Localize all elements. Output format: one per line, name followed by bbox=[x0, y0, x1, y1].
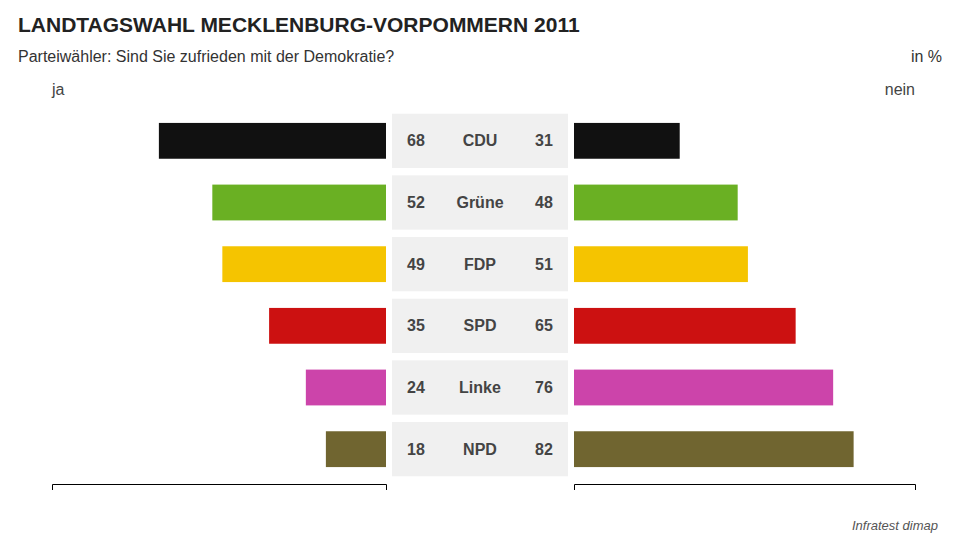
bar bbox=[222, 246, 386, 282]
row-background bbox=[392, 422, 568, 476]
data-label: 31 bbox=[535, 132, 553, 149]
category-label: CDU bbox=[463, 132, 498, 149]
center-column bbox=[392, 114, 568, 477]
x-axis-right bbox=[575, 485, 916, 491]
data-label: 82 bbox=[535, 441, 553, 458]
data-label: 51 bbox=[535, 256, 553, 273]
category-label: Linke bbox=[459, 379, 501, 396]
source: Infratest dimap bbox=[852, 518, 938, 533]
bar bbox=[269, 308, 386, 344]
data-label: 52 bbox=[407, 194, 425, 211]
labels: 68 52 49 35 24 18 31 48 51 65 76 82 CDU Grüne FDP SPD Li… bbox=[407, 132, 553, 457]
bar bbox=[159, 123, 386, 159]
bar bbox=[326, 431, 386, 467]
annotation: in % bbox=[911, 48, 942, 65]
subtitle: Parteiwähler: Sind Sie zufrieden mit der… bbox=[18, 48, 394, 65]
data-label: 48 bbox=[535, 194, 553, 211]
category-label: FDP bbox=[464, 256, 496, 273]
data-label: 49 bbox=[407, 256, 425, 273]
data-label: 65 bbox=[535, 317, 553, 334]
data-label: 24 bbox=[407, 379, 425, 396]
data-label: 35 bbox=[407, 317, 425, 334]
title: LANDTAGSWAHL MECKLENBURG-VORPOMMERN 2011 bbox=[18, 13, 580, 36]
chart-svg: LANDTAGSWAHL MECKLENBURG-VORPOMMERN 2011… bbox=[0, 0, 960, 544]
category-label: NPD bbox=[463, 441, 497, 458]
row-background bbox=[392, 237, 568, 291]
data-label: 76 bbox=[535, 379, 553, 396]
bar bbox=[574, 246, 748, 282]
row-background bbox=[392, 114, 568, 168]
series-label: nein bbox=[885, 81, 915, 98]
category-label: Grüne bbox=[456, 194, 503, 211]
bar bbox=[574, 431, 854, 467]
bar bbox=[574, 308, 796, 344]
bar bbox=[574, 123, 680, 159]
x-axis-left bbox=[53, 485, 387, 491]
row-background bbox=[392, 299, 568, 353]
bar bbox=[574, 185, 738, 221]
data-label: 68 bbox=[407, 132, 425, 149]
chart-container: LANDTAGSWAHL MECKLENBURG-VORPOMMERN 2011… bbox=[0, 0, 960, 544]
bar bbox=[212, 185, 386, 221]
data-label: 18 bbox=[407, 441, 425, 458]
category-label: SPD bbox=[464, 317, 497, 334]
bar bbox=[306, 370, 386, 406]
axis-line bbox=[575, 485, 916, 491]
row-background bbox=[392, 175, 568, 229]
axis-line bbox=[53, 485, 387, 491]
bar bbox=[574, 370, 833, 406]
series-label: ja bbox=[51, 81, 65, 98]
bars bbox=[159, 123, 854, 467]
row-background bbox=[392, 360, 568, 414]
